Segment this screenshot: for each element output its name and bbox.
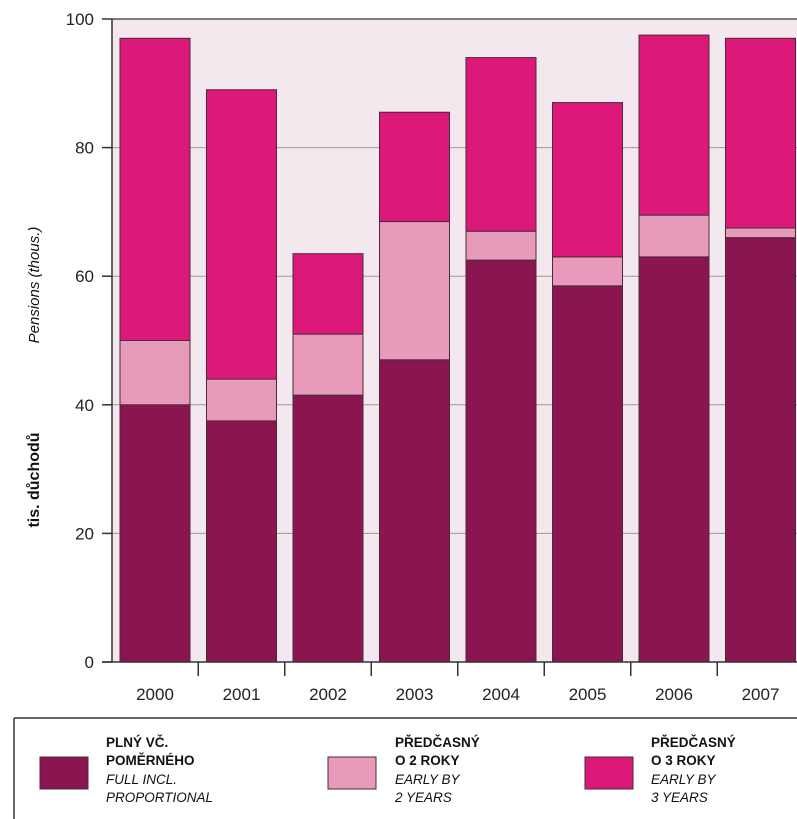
bar-segment-full bbox=[465, 259, 537, 663]
x-tick-label: 2005 bbox=[569, 685, 607, 704]
y-tick-label: 40 bbox=[75, 396, 94, 415]
axes bbox=[102, 18, 797, 676]
legend-label-en: 3 YEARS bbox=[651, 790, 708, 805]
bar-segment-early2 bbox=[119, 340, 191, 406]
y-tick-label: 0 bbox=[85, 653, 94, 672]
bar-segment-full bbox=[552, 285, 623, 663]
bars bbox=[119, 34, 796, 663]
y-tick-label: 60 bbox=[75, 267, 94, 286]
bar-segment-early3 bbox=[638, 34, 710, 216]
bar-segment-full bbox=[379, 359, 450, 663]
bar-segment-full bbox=[292, 394, 364, 663]
legend-item-early3: PŘEDČASNÝ O 3 ROKY EARLY BY 3 YEARS bbox=[584, 735, 736, 805]
legend-label-cz: POMĚRNÉHO bbox=[106, 753, 195, 768]
bar-segment-early3 bbox=[725, 37, 796, 229]
y-axis-label-en: Pensions (thous.) bbox=[26, 227, 43, 344]
y-tick-label: 100 bbox=[66, 10, 94, 29]
bar-segment-early2 bbox=[206, 378, 277, 422]
bar-segment-early3 bbox=[552, 102, 623, 258]
x-tick-label: 2000 bbox=[136, 685, 174, 704]
legend-label-cz: PLNÝ VČ. bbox=[106, 735, 168, 750]
x-tick-label: 2003 bbox=[396, 685, 434, 704]
bar-segment-early2 bbox=[638, 214, 710, 258]
legend-swatch-early3 bbox=[584, 756, 634, 790]
y-tick-labels: 0 20 40 60 80 100 bbox=[66, 10, 94, 672]
bar-segment-full bbox=[638, 256, 710, 663]
x-tick-labels: 2000 2001 2002 2003 2004 2005 2006 2007 bbox=[136, 685, 779, 704]
bar-segment-full bbox=[206, 420, 277, 663]
bar-segment-early3 bbox=[119, 37, 191, 341]
x-tick-label: 2001 bbox=[223, 685, 261, 704]
bar-segment-early3 bbox=[379, 111, 450, 223]
legend-label-en: PROPORTIONAL bbox=[106, 790, 213, 805]
bar-segment-full bbox=[119, 404, 191, 663]
legend-label-en: EARLY BY bbox=[395, 772, 461, 787]
legend-label-en: EARLY BY bbox=[651, 772, 717, 787]
bar-segment-early3 bbox=[465, 57, 537, 232]
bar-segment-early2 bbox=[725, 227, 796, 239]
legend: PLNÝ VČ. POMĚRNÉHO FULL INCL. PROPORTION… bbox=[13, 717, 797, 819]
bar-segment-early2 bbox=[465, 230, 537, 261]
bar-segment-early3 bbox=[206, 89, 277, 380]
bar-segment-full bbox=[725, 237, 796, 663]
x-tick-label: 2004 bbox=[482, 685, 520, 704]
legend-item-full: PLNÝ VČ. POMĚRNÉHO FULL INCL. PROPORTION… bbox=[39, 735, 213, 805]
y-tick-label: 20 bbox=[75, 524, 94, 543]
legend-label-cz: PŘEDČASNÝ bbox=[395, 735, 480, 750]
legend-item-early2: PŘEDČASNÝ O 2 ROKY EARLY BY 2 YEARS bbox=[327, 735, 480, 805]
legend-label-en: FULL INCL. bbox=[106, 772, 177, 787]
x-tick-label: 2006 bbox=[655, 685, 693, 704]
bar-segment-early3 bbox=[292, 253, 364, 335]
legend-label-en: 2 YEARS bbox=[394, 790, 452, 805]
bar-segment-early2 bbox=[552, 256, 623, 287]
bar-segment-early2 bbox=[292, 333, 364, 396]
legend-swatch-early2 bbox=[327, 756, 377, 790]
y-axis-label-cz: tis. důchodů bbox=[26, 432, 43, 527]
legend-label-cz: PŘEDČASNÝ bbox=[651, 735, 736, 750]
legend-label-cz: O 2 ROKY bbox=[395, 753, 460, 768]
bar-segment-early2 bbox=[379, 221, 450, 361]
x-tick-label: 2007 bbox=[742, 685, 780, 704]
y-tick-label: 80 bbox=[75, 139, 94, 158]
legend-label-cz: O 3 ROKY bbox=[651, 753, 716, 768]
legend-swatch-full bbox=[39, 756, 89, 790]
x-tick-label: 2002 bbox=[309, 685, 347, 704]
